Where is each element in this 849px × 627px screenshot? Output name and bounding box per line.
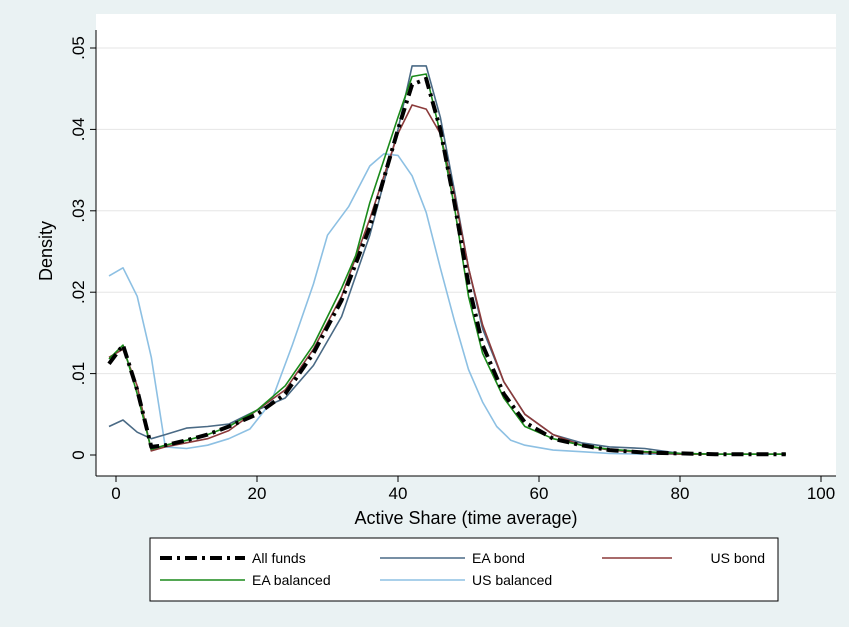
y-tick-label: .01 xyxy=(69,362,88,386)
series-line-ea-bond xyxy=(108,65,786,455)
y-tick-label: 0 xyxy=(69,450,88,459)
x-tick-label: 40 xyxy=(389,484,408,503)
y-tick-label: .03 xyxy=(69,199,88,223)
grid-layer xyxy=(96,47,836,375)
legend: All funds EA bond US bond EA balanced US bal… xyxy=(149,537,779,602)
y-tick-label: .05 xyxy=(69,36,88,60)
plot-background xyxy=(96,14,836,476)
series-line-us-balanced xyxy=(108,153,680,455)
legend-label: EA balanced xyxy=(252,572,331,588)
y-axis-label: Density xyxy=(36,221,56,281)
x-axis-label: Active Share (time average) xyxy=(354,508,577,528)
legend-box xyxy=(149,537,779,602)
x-tick-label: 20 xyxy=(248,484,267,503)
y-tick-label: .04 xyxy=(69,118,88,142)
legend-label: US bond xyxy=(711,550,765,566)
x-tick-label: 100 xyxy=(807,484,835,503)
legend-label: EA bond xyxy=(472,550,525,566)
x-tick-label: 60 xyxy=(530,484,549,503)
legend-label: US balanced xyxy=(472,572,552,588)
series-layer xyxy=(107,65,786,457)
x-tick-label: 0 xyxy=(111,484,120,503)
legend-label: All funds xyxy=(252,550,306,566)
axis-layer: 0 .01 .02 .03 .04 .05 0 20 40 60 80 100 xyxy=(69,30,836,503)
x-tick-label: 80 xyxy=(671,484,690,503)
series-line-all-funds xyxy=(107,76,786,457)
y-tick-label: .02 xyxy=(69,280,88,304)
